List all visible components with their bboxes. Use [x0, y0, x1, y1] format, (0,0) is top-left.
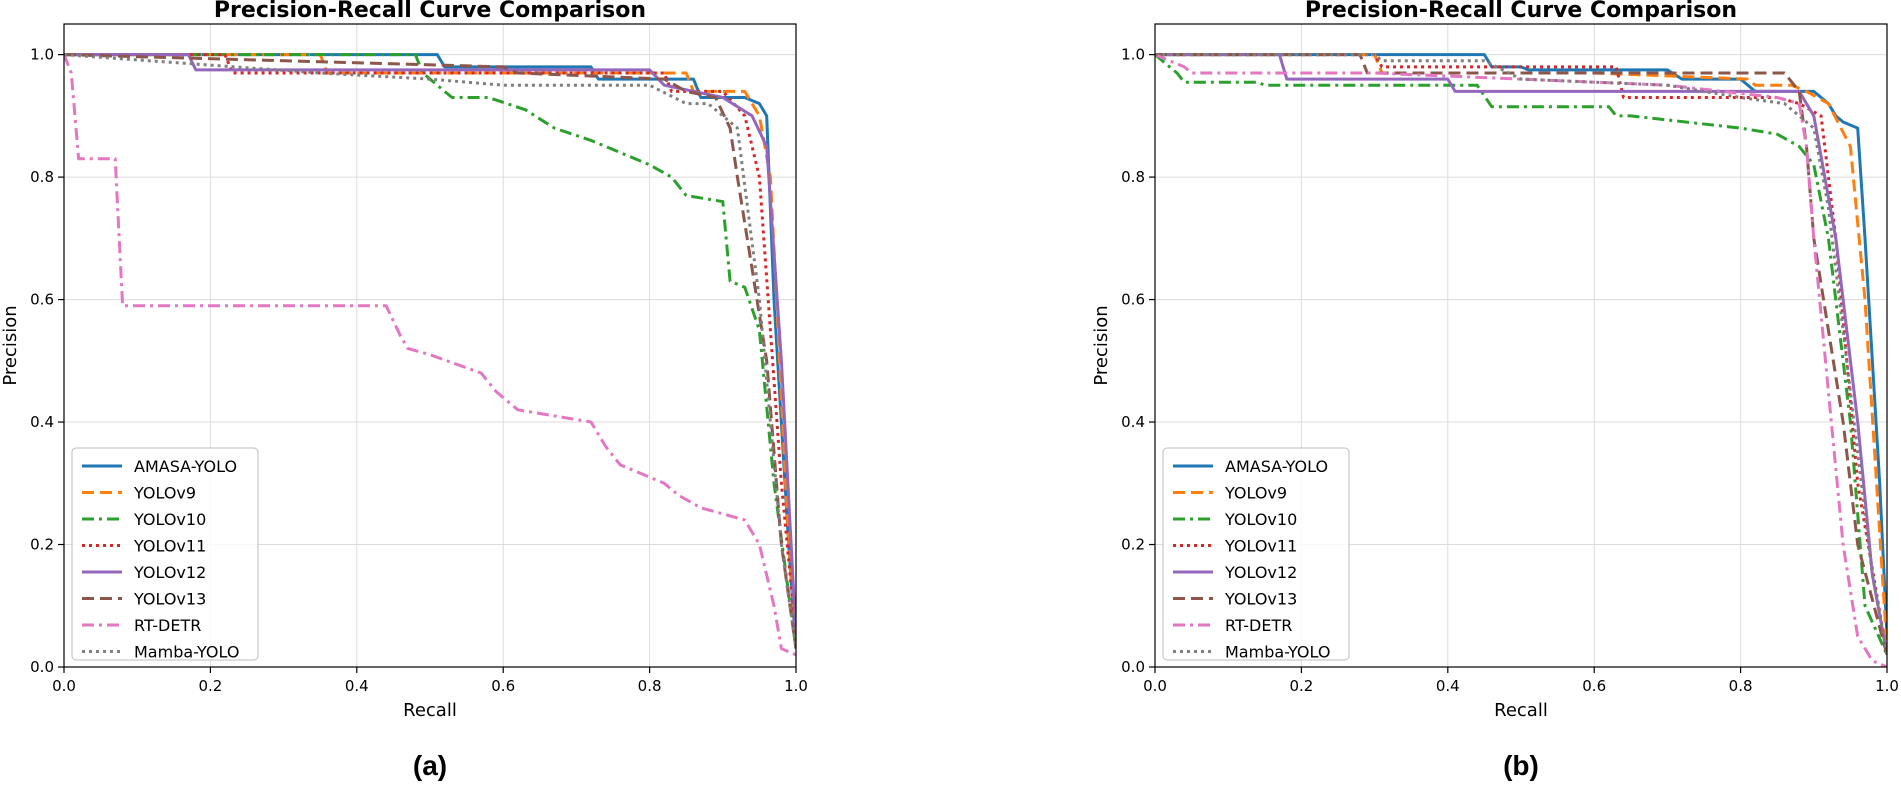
y-tick-label: 1.0	[30, 46, 54, 64]
y-tick-label: 0.2	[30, 536, 54, 554]
y-tick-label: 0.6	[1121, 291, 1145, 309]
x-tick-label: 0.8	[638, 677, 662, 695]
series-line-rt-detr	[64, 54, 796, 657]
legend-entry: Mamba-YOLO	[134, 643, 239, 662]
series-line-yolov9	[1155, 53, 1887, 649]
series-line-yolov10	[64, 53, 796, 649]
legend-entry: YOLOv13	[133, 590, 206, 609]
series-line-rt-detr	[1155, 53, 1887, 667]
x-tick-label: 0.2	[1289, 677, 1313, 695]
legend-entry: Mamba-YOLO	[1225, 643, 1330, 662]
legend-entry: YOLOv10	[1224, 510, 1297, 529]
chart-title: Precision-Recall Curve Comparison	[214, 0, 646, 23]
series-group	[1155, 53, 1887, 667]
legend-entry: YOLOv9	[1224, 484, 1287, 503]
y-tick-label: 0.4	[1121, 413, 1145, 431]
legend: AMASA-YOLO YOLOv9 YOLOv10 YOLOv11 YOLOv12 YOL…	[71, 447, 259, 662]
x-tick-label: 0.0	[1143, 677, 1167, 695]
chart-panel-b: 0.0 0.2 0.4 0.6 0.8 1.0 0.0 0.2 0.4 0.6 0.8 1.0 Prec…	[1091, 0, 1899, 781]
y-tick-label: 0.0	[30, 658, 54, 676]
chart-title: Precision-Recall Curve Comparison	[1305, 0, 1737, 23]
x-tick-label: 0.6	[1582, 677, 1606, 695]
legend-entry: YOLOv11	[1224, 537, 1297, 556]
y-tick-label: 0.6	[30, 291, 54, 309]
legend-entry: AMASA-YOLO	[134, 457, 237, 476]
x-tick-label: 0.6	[491, 677, 515, 695]
x-tick-label: 0.8	[1729, 677, 1753, 695]
plot-frame	[63, 23, 797, 668]
legend-box	[1162, 447, 1350, 661]
x-tick-label: 1.0	[784, 677, 808, 695]
x-tick-label: 1.0	[1875, 677, 1899, 695]
y-tick-label: 1.0	[1121, 46, 1145, 64]
y-tick-label: 0.8	[1121, 168, 1145, 186]
series-line-yolov9	[64, 53, 796, 637]
x-tick-label: 0.4	[345, 677, 369, 695]
x-axis-label: Recall	[1494, 700, 1548, 721]
series-line-yolov12	[1155, 53, 1887, 656]
series-line-yolov10	[1155, 53, 1887, 656]
legend-entry: AMASA-YOLO	[1225, 457, 1328, 476]
x-axis-label: Recall	[403, 700, 457, 721]
series-group	[64, 53, 796, 657]
legend-entry: YOLOv11	[133, 537, 206, 556]
y-tick-label: 0.2	[1121, 536, 1145, 554]
series-line-mamba-yolo	[64, 53, 796, 649]
x-tick-label: 0.2	[198, 677, 222, 695]
x-tick-label: 0.4	[1436, 677, 1460, 695]
legend-entry: YOLOv10	[133, 510, 206, 529]
plot-frame	[1154, 23, 1888, 668]
x-tick-label: 0.0	[52, 677, 76, 695]
y-axis-label: Precision	[1091, 305, 1112, 385]
panel-label: (b)	[1503, 750, 1539, 781]
legend-entry: RT-DETR	[134, 616, 201, 635]
y-tick-label: 0.8	[30, 168, 54, 186]
panel-label: (a)	[413, 750, 447, 781]
legend-box	[71, 447, 259, 661]
legend-entry: YOLOv13	[1224, 590, 1297, 609]
chart-panel-a: 0.0 0.2 0.4 0.6 0.8 1.0 0.0 0.2 0.4 0.6 0.8 1.0 Prec…	[0, 0, 808, 781]
y-axis-label: Precision	[0, 305, 21, 385]
y-tick-label: 0.4	[30, 413, 54, 431]
legend-entry: YOLOv9	[133, 484, 196, 503]
legend: AMASA-YOLO YOLOv9 YOLOv10 YOLOv11 YOLOv12 YOL…	[1162, 447, 1350, 662]
series-line-amasa-yolo	[64, 53, 796, 649]
legend-entry: RT-DETR	[1225, 616, 1292, 635]
legend-entry: YOLOv12	[1224, 563, 1297, 582]
y-tick-label: 0.0	[1121, 658, 1145, 676]
legend-entry: YOLOv12	[133, 563, 206, 582]
series-line-yolov12	[64, 53, 796, 637]
